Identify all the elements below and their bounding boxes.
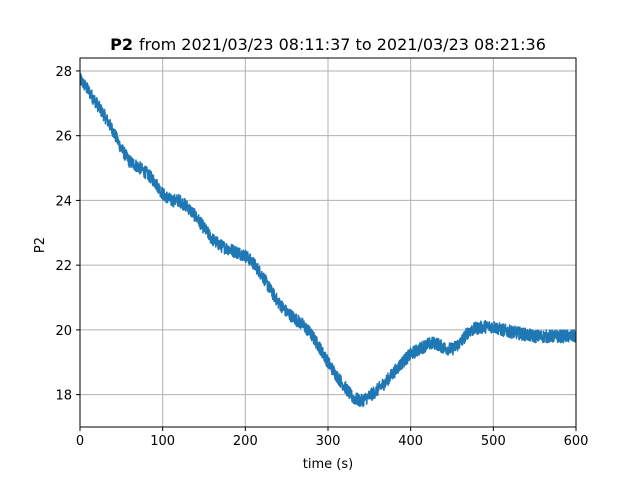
y-tick-label: 28	[55, 65, 72, 80]
x-axis-ticks: 0 100 200 300 400 500 600	[76, 427, 589, 449]
x-tick-label: 400	[398, 434, 423, 449]
plot-area	[80, 72, 576, 408]
y-tick-label: 18	[55, 389, 72, 404]
title-series-name: P2	[110, 35, 133, 54]
chart-title: P2 from 2021/03/23 08:11:37 to 2021/03/23…	[110, 35, 546, 54]
y-tick-label: 22	[55, 259, 72, 274]
x-tick-label: 200	[233, 434, 258, 449]
y-tick-label: 26	[55, 130, 72, 145]
y-tick-label: 24	[55, 194, 72, 209]
title-date-range: from 2021/03/23 08:11:37 to 2021/03/23 0…	[139, 35, 546, 54]
series-line	[80, 72, 576, 408]
y-tick-label: 20	[55, 324, 72, 339]
x-tick-label: 500	[481, 434, 506, 449]
y-axis-ticks: 18 20 22 24 26 28	[55, 65, 80, 404]
x-tick-label: 0	[76, 434, 84, 449]
x-tick-label: 300	[316, 434, 341, 449]
x-tick-label: 100	[150, 434, 175, 449]
y-axis-label: P2	[33, 237, 48, 253]
x-tick-label: 600	[564, 434, 589, 449]
x-axis-label: time (s)	[303, 457, 353, 472]
